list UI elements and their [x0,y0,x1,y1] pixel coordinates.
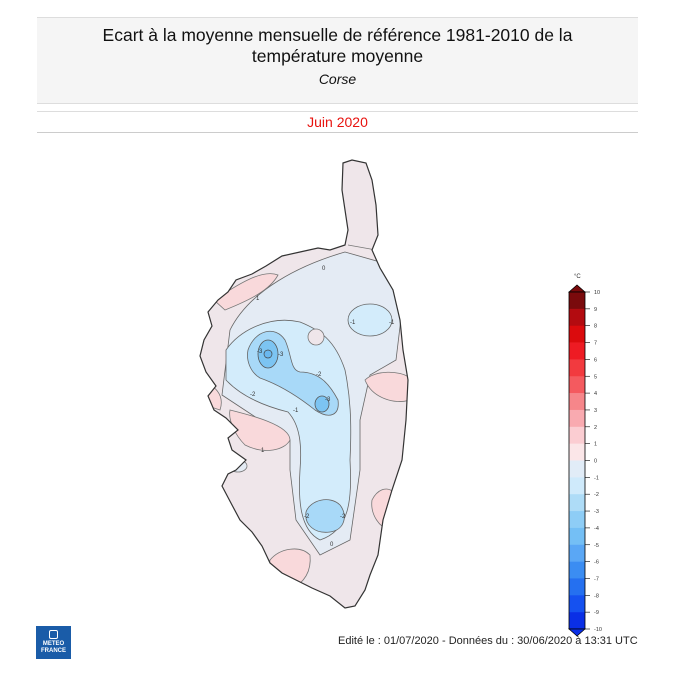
svg-text:-2: -2 [304,514,310,520]
svg-text:-3: -3 [325,397,331,403]
chart-title-line1: Ecart à la moyenne mensuelle de référenc… [102,25,573,45]
legend-color-bar [569,342,585,360]
legend-tick-label: 9 [594,307,597,313]
svg-text:1: 1 [261,448,265,454]
legend-tick-label: -8 [594,593,599,599]
legend-color-bar [569,426,585,444]
svg-text:-2: -2 [340,514,346,520]
contour-label: -2 [316,372,322,378]
legend-tick-label: -10 [594,627,602,633]
legend-color-bar [569,460,585,478]
svg-text:-1: -1 [350,320,356,326]
svg-text:-3: -3 [257,349,263,355]
legend-tick-label: 10 [594,290,600,296]
legend-color-bar [569,308,585,326]
legend-unit: °C [574,274,581,280]
svg-text:1: 1 [256,296,260,302]
legend-color-bar [569,511,585,529]
legend-tick-label: 3 [594,408,597,414]
legend-color-bars [568,291,586,630]
legend-tick-label: -3 [594,509,599,515]
title-panel: Ecart à la moyenne mensuelle de référenc… [37,17,638,104]
legend-color-bar [569,477,585,495]
legend-tick-label: 1 [594,442,597,448]
svg-text:-2: -2 [250,392,256,398]
meteo-france-logo: METEO FRANCE [36,626,71,659]
legend-tick-label: -4 [594,526,599,532]
region-subtitle: Corse [318,71,357,87]
legend-tick-label: 2 [594,425,597,431]
legend-tick-label: -2 [594,492,599,498]
legend-color-bar [569,409,585,428]
legend-color-bar [569,494,585,512]
legend-color-bar [569,325,585,343]
legend-color-bar [569,376,585,394]
legend-color-bar [569,443,585,461]
svg-text:-1: -1 [293,408,299,414]
legend-tick-label: -6 [594,560,599,566]
contour-label: 0 [330,542,334,548]
legend-tick-label: 7 [594,341,597,347]
legend-tick-label: -5 [594,543,599,549]
contour-label: 0 [322,266,326,272]
legend-color-bar [569,544,585,562]
legend-color-bar [569,359,585,377]
legend-color-bar [569,578,585,596]
legend-color-bar [569,561,585,579]
legend-color-bar [569,292,585,310]
legend-tick-label: -1 [594,475,599,481]
legend-color-bar [569,595,585,613]
svg-text:-3: -3 [278,352,284,358]
legend-color-bar [569,527,585,546]
legend-tick-label: 8 [594,324,597,330]
svg-text:-1: -1 [389,320,395,326]
legend-tick-label: 6 [594,357,597,363]
legend-tick-label: 4 [594,391,597,397]
legend-tick-label: -7 [594,576,599,582]
legend-tick-label: -9 [594,610,599,616]
legend-tick-label: 5 [594,374,597,380]
legend-color-bar [569,612,585,630]
corsica-anomaly-map: 0 -1 -1 -2 -3 -3 -3 -1 -2 1 -2 -2 0 1 [199,159,409,609]
legend-color-bar [569,393,585,411]
logo-icon [49,630,58,639]
period-label: Juin 2020 [307,114,368,130]
edition-info: Edité le : 01/07/2020 - Données du : 30/… [338,635,638,647]
chart-title-line2: température moyenne [251,46,424,66]
period-panel: Juin 2020 [37,111,638,133]
legend-tick-label: 0 [594,459,597,465]
